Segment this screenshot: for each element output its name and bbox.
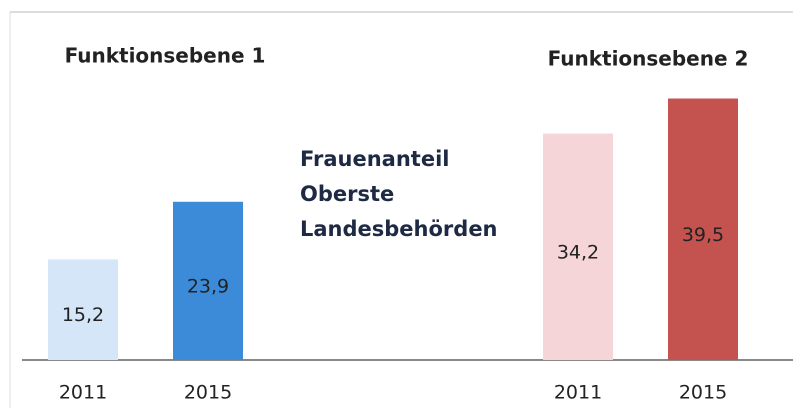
bar <box>543 133 613 360</box>
x-tick-label: 2011 <box>554 382 602 404</box>
value-label: 23,9 <box>187 275 229 297</box>
annotation: Oberste <box>300 182 394 206</box>
annotation: Landesbehörden <box>300 217 498 241</box>
bar <box>48 259 118 360</box>
chart-title: Funktionsebene 2 <box>548 47 749 71</box>
value-label: 34,2 <box>557 241 599 263</box>
value-label: 15,2 <box>62 304 104 326</box>
value-label: 39,5 <box>682 224 724 246</box>
bar <box>173 201 243 360</box>
x-tick-label: 2015 <box>679 382 727 404</box>
x-tick-label: 2015 <box>184 382 232 404</box>
bar <box>668 98 738 360</box>
annotation: Frauenanteil <box>300 147 449 171</box>
x-tick-label: 2011 <box>59 382 107 404</box>
chart-title: Funktionsebene 1 <box>65 44 266 68</box>
